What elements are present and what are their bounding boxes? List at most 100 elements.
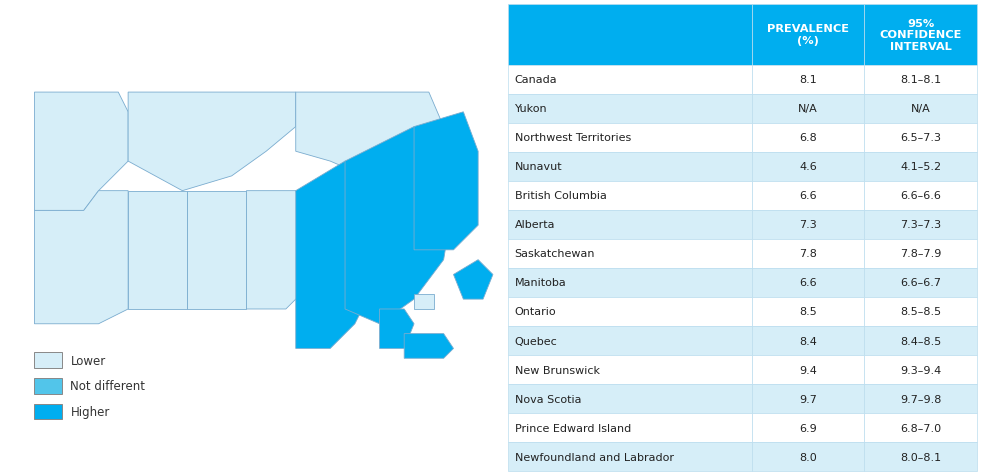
Text: Lower: Lower [71,354,106,367]
Text: 9.3–9.4: 9.3–9.4 [900,365,942,375]
Text: Prince Edward Island: Prince Edward Island [515,423,630,433]
Text: 8.5–8.5: 8.5–8.5 [900,307,942,317]
Polygon shape [345,127,454,324]
Bar [864,210,977,239]
Polygon shape [34,93,128,211]
Bar [752,355,864,384]
Bar [752,413,864,442]
Text: 6.6: 6.6 [799,191,817,201]
Text: 6.8–7.0: 6.8–7.0 [900,423,942,433]
Text: 8.5: 8.5 [799,307,817,317]
Text: 4.1–5.2: 4.1–5.2 [900,162,942,172]
Text: Northwest Territories: Northwest Territories [515,133,630,143]
Bar [508,327,752,355]
Text: 6.9: 6.9 [799,423,817,433]
Text: Yukon: Yukon [515,104,547,114]
Text: 6.6–6.7: 6.6–6.7 [900,278,942,288]
Bar [864,181,977,210]
Text: 7.3–7.3: 7.3–7.3 [900,220,942,230]
Text: 7.3: 7.3 [799,220,817,230]
Text: 4.6: 4.6 [799,162,817,172]
Text: 9.7–9.8: 9.7–9.8 [900,394,942,404]
Text: N/A: N/A [911,104,931,114]
Bar [508,210,752,239]
Text: 7.8: 7.8 [799,249,817,259]
Text: 8.4–8.5: 8.4–8.5 [900,336,942,346]
Bar [864,413,977,442]
Bar [752,239,864,268]
Text: Manitoba: Manitoba [515,278,567,288]
Text: 6.8: 6.8 [799,133,817,143]
Bar [752,152,864,181]
Bar [864,123,977,152]
Bar [508,181,752,210]
Polygon shape [246,191,305,309]
Bar [752,327,864,355]
Text: 8.1: 8.1 [799,75,817,85]
Text: Higher: Higher [71,405,110,418]
Text: 9.7: 9.7 [799,394,817,404]
Polygon shape [296,93,444,177]
Text: PREVALENCE
(%): PREVALENCE (%) [767,24,849,46]
Polygon shape [128,191,188,309]
Bar [752,181,864,210]
Text: Nunavut: Nunavut [515,162,563,172]
Text: 8.1–8.1: 8.1–8.1 [900,75,942,85]
Polygon shape [296,162,395,349]
Bar [864,298,977,327]
Bar [864,65,977,94]
Bar [508,65,752,94]
Text: 6.6: 6.6 [799,278,817,288]
Bar [508,94,752,123]
Bar [752,94,864,123]
Polygon shape [34,191,128,324]
Bar [508,123,752,152]
Polygon shape [188,191,246,309]
Bar [508,239,752,268]
Text: 7.8–7.9: 7.8–7.9 [900,249,942,259]
Text: British Columbia: British Columbia [515,191,607,201]
Bar [752,384,864,413]
Text: Alberta: Alberta [515,220,555,230]
Bar [864,94,977,123]
Text: 9.4: 9.4 [799,365,817,375]
Bar [34,378,62,394]
Text: 6.6–6.6: 6.6–6.6 [900,191,941,201]
Bar [864,442,977,471]
Polygon shape [405,334,454,358]
Text: 8.0–8.1: 8.0–8.1 [900,452,942,462]
Bar [864,152,977,181]
Bar [752,268,864,298]
Bar [508,298,752,327]
Text: Nova Scotia: Nova Scotia [515,394,581,404]
Text: Canada: Canada [515,75,557,85]
Polygon shape [454,260,493,299]
Text: Ontario: Ontario [515,307,556,317]
Text: 95%
CONFIDENCE
INTERVAL: 95% CONFIDENCE INTERVAL [880,19,962,52]
Bar [508,268,752,298]
Bar [752,210,864,239]
Bar [864,327,977,355]
Text: 8.4: 8.4 [799,336,817,346]
Bar [864,268,977,298]
Bar [508,355,752,384]
Bar [752,65,864,94]
Text: Quebec: Quebec [515,336,558,346]
Bar [752,123,864,152]
Text: Not different: Not different [71,379,145,393]
Polygon shape [380,309,414,349]
Text: Saskatchewan: Saskatchewan [515,249,595,259]
Bar [864,239,977,268]
Bar [864,384,977,413]
Bar [508,152,752,181]
Bar [864,5,977,65]
Bar [34,353,62,368]
Bar [508,5,752,65]
Text: Newfoundland and Labrador: Newfoundland and Labrador [515,452,674,462]
Text: New Brunswick: New Brunswick [515,365,600,375]
Text: 8.0: 8.0 [799,452,817,462]
Polygon shape [414,295,434,309]
Bar [752,442,864,471]
Bar [752,5,864,65]
Bar [508,413,752,442]
